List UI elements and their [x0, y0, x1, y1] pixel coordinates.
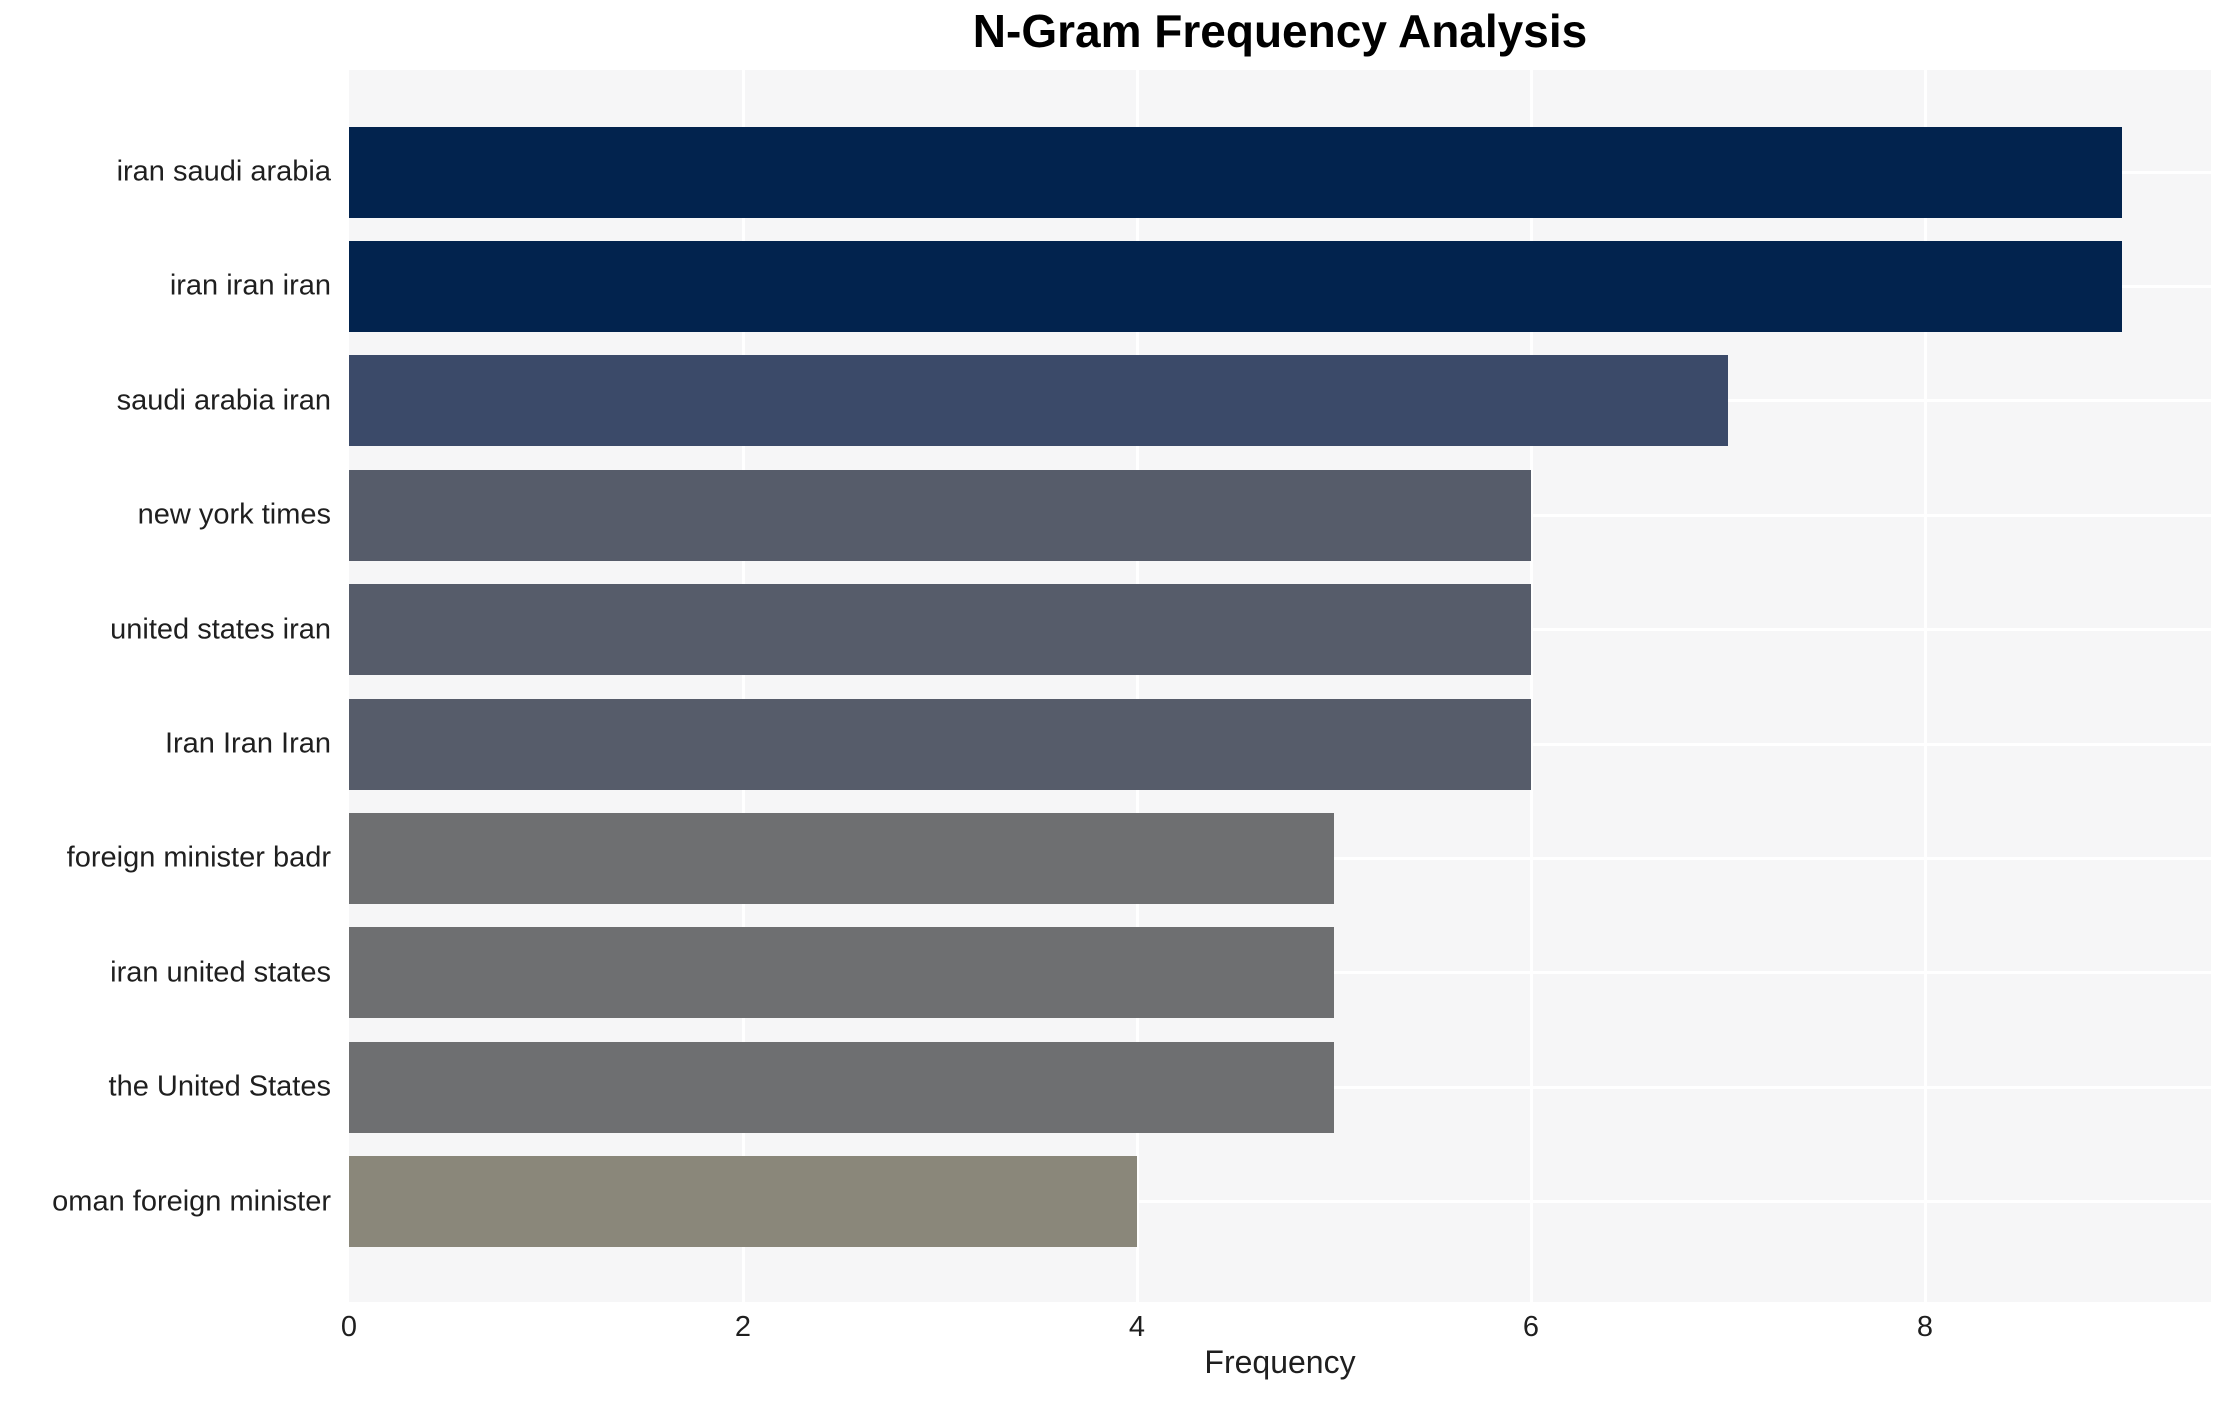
bar-the-united-states [349, 1041, 1334, 1133]
x-tick-label: 6 [1522, 1311, 1540, 1343]
bar-iran-iran-iran [349, 240, 2122, 332]
gridline-horizontal [349, 1200, 2211, 1204]
category-label: united states iran [110, 613, 331, 646]
x-tick-label: 4 [1128, 1311, 1146, 1343]
category-label: the United States [108, 1070, 331, 1103]
gridline-vertical [1529, 70, 1533, 1302]
category-label: new york times [137, 498, 331, 531]
x-tick-label: 8 [1916, 1311, 1934, 1343]
plot-area [349, 70, 2211, 1302]
bar-foreign-minister-badr [349, 812, 1334, 904]
chart-title: N-Gram Frequency Analysis [972, 5, 1588, 57]
x-axis-label: Frequency [1204, 1344, 1356, 1380]
bar-iran-iran-iran [349, 698, 1531, 790]
bar-iran-united-states [349, 927, 1334, 1019]
x-tick-label: 0 [340, 1311, 358, 1343]
category-label: iran united states [110, 956, 331, 989]
bar-oman-foreign-minister [349, 1156, 1137, 1248]
bar-saudi-arabia-iran [349, 355, 1728, 447]
category-label: Iran Iran Iran [164, 727, 331, 760]
category-label: foreign minister badr [66, 841, 331, 874]
category-label: iran iran iran [169, 269, 331, 302]
bar-iran-saudi-arabia [349, 126, 2122, 218]
gridline-vertical [1923, 70, 1927, 1302]
x-tick-label: 2 [734, 1311, 752, 1343]
bar-new-york-times [349, 469, 1531, 561]
bar-united-states-iran [349, 584, 1531, 676]
y-axis-labels: iran saudi arabia iran iran iran saudi ara… [0, 70, 331, 1302]
category-label: iran saudi arabia [116, 155, 331, 188]
category-label: saudi arabia iran [116, 384, 331, 417]
gridline-vertical [741, 70, 745, 1302]
category-label: oman foreign minister [52, 1185, 331, 1218]
gridline-vertical [1135, 70, 1139, 1302]
